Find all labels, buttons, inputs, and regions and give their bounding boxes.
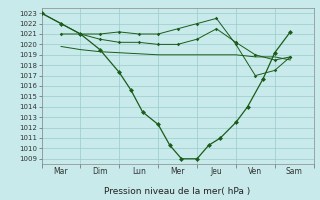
Text: Ven: Ven <box>248 167 262 176</box>
Text: Jeu: Jeu <box>211 167 222 176</box>
Text: Dim: Dim <box>92 167 108 176</box>
Text: Mer: Mer <box>170 167 185 176</box>
Text: Sam: Sam <box>286 167 303 176</box>
Text: Mar: Mar <box>54 167 68 176</box>
Text: Lun: Lun <box>132 167 146 176</box>
X-axis label: Pression niveau de la mer( hPa ): Pression niveau de la mer( hPa ) <box>104 187 251 196</box>
